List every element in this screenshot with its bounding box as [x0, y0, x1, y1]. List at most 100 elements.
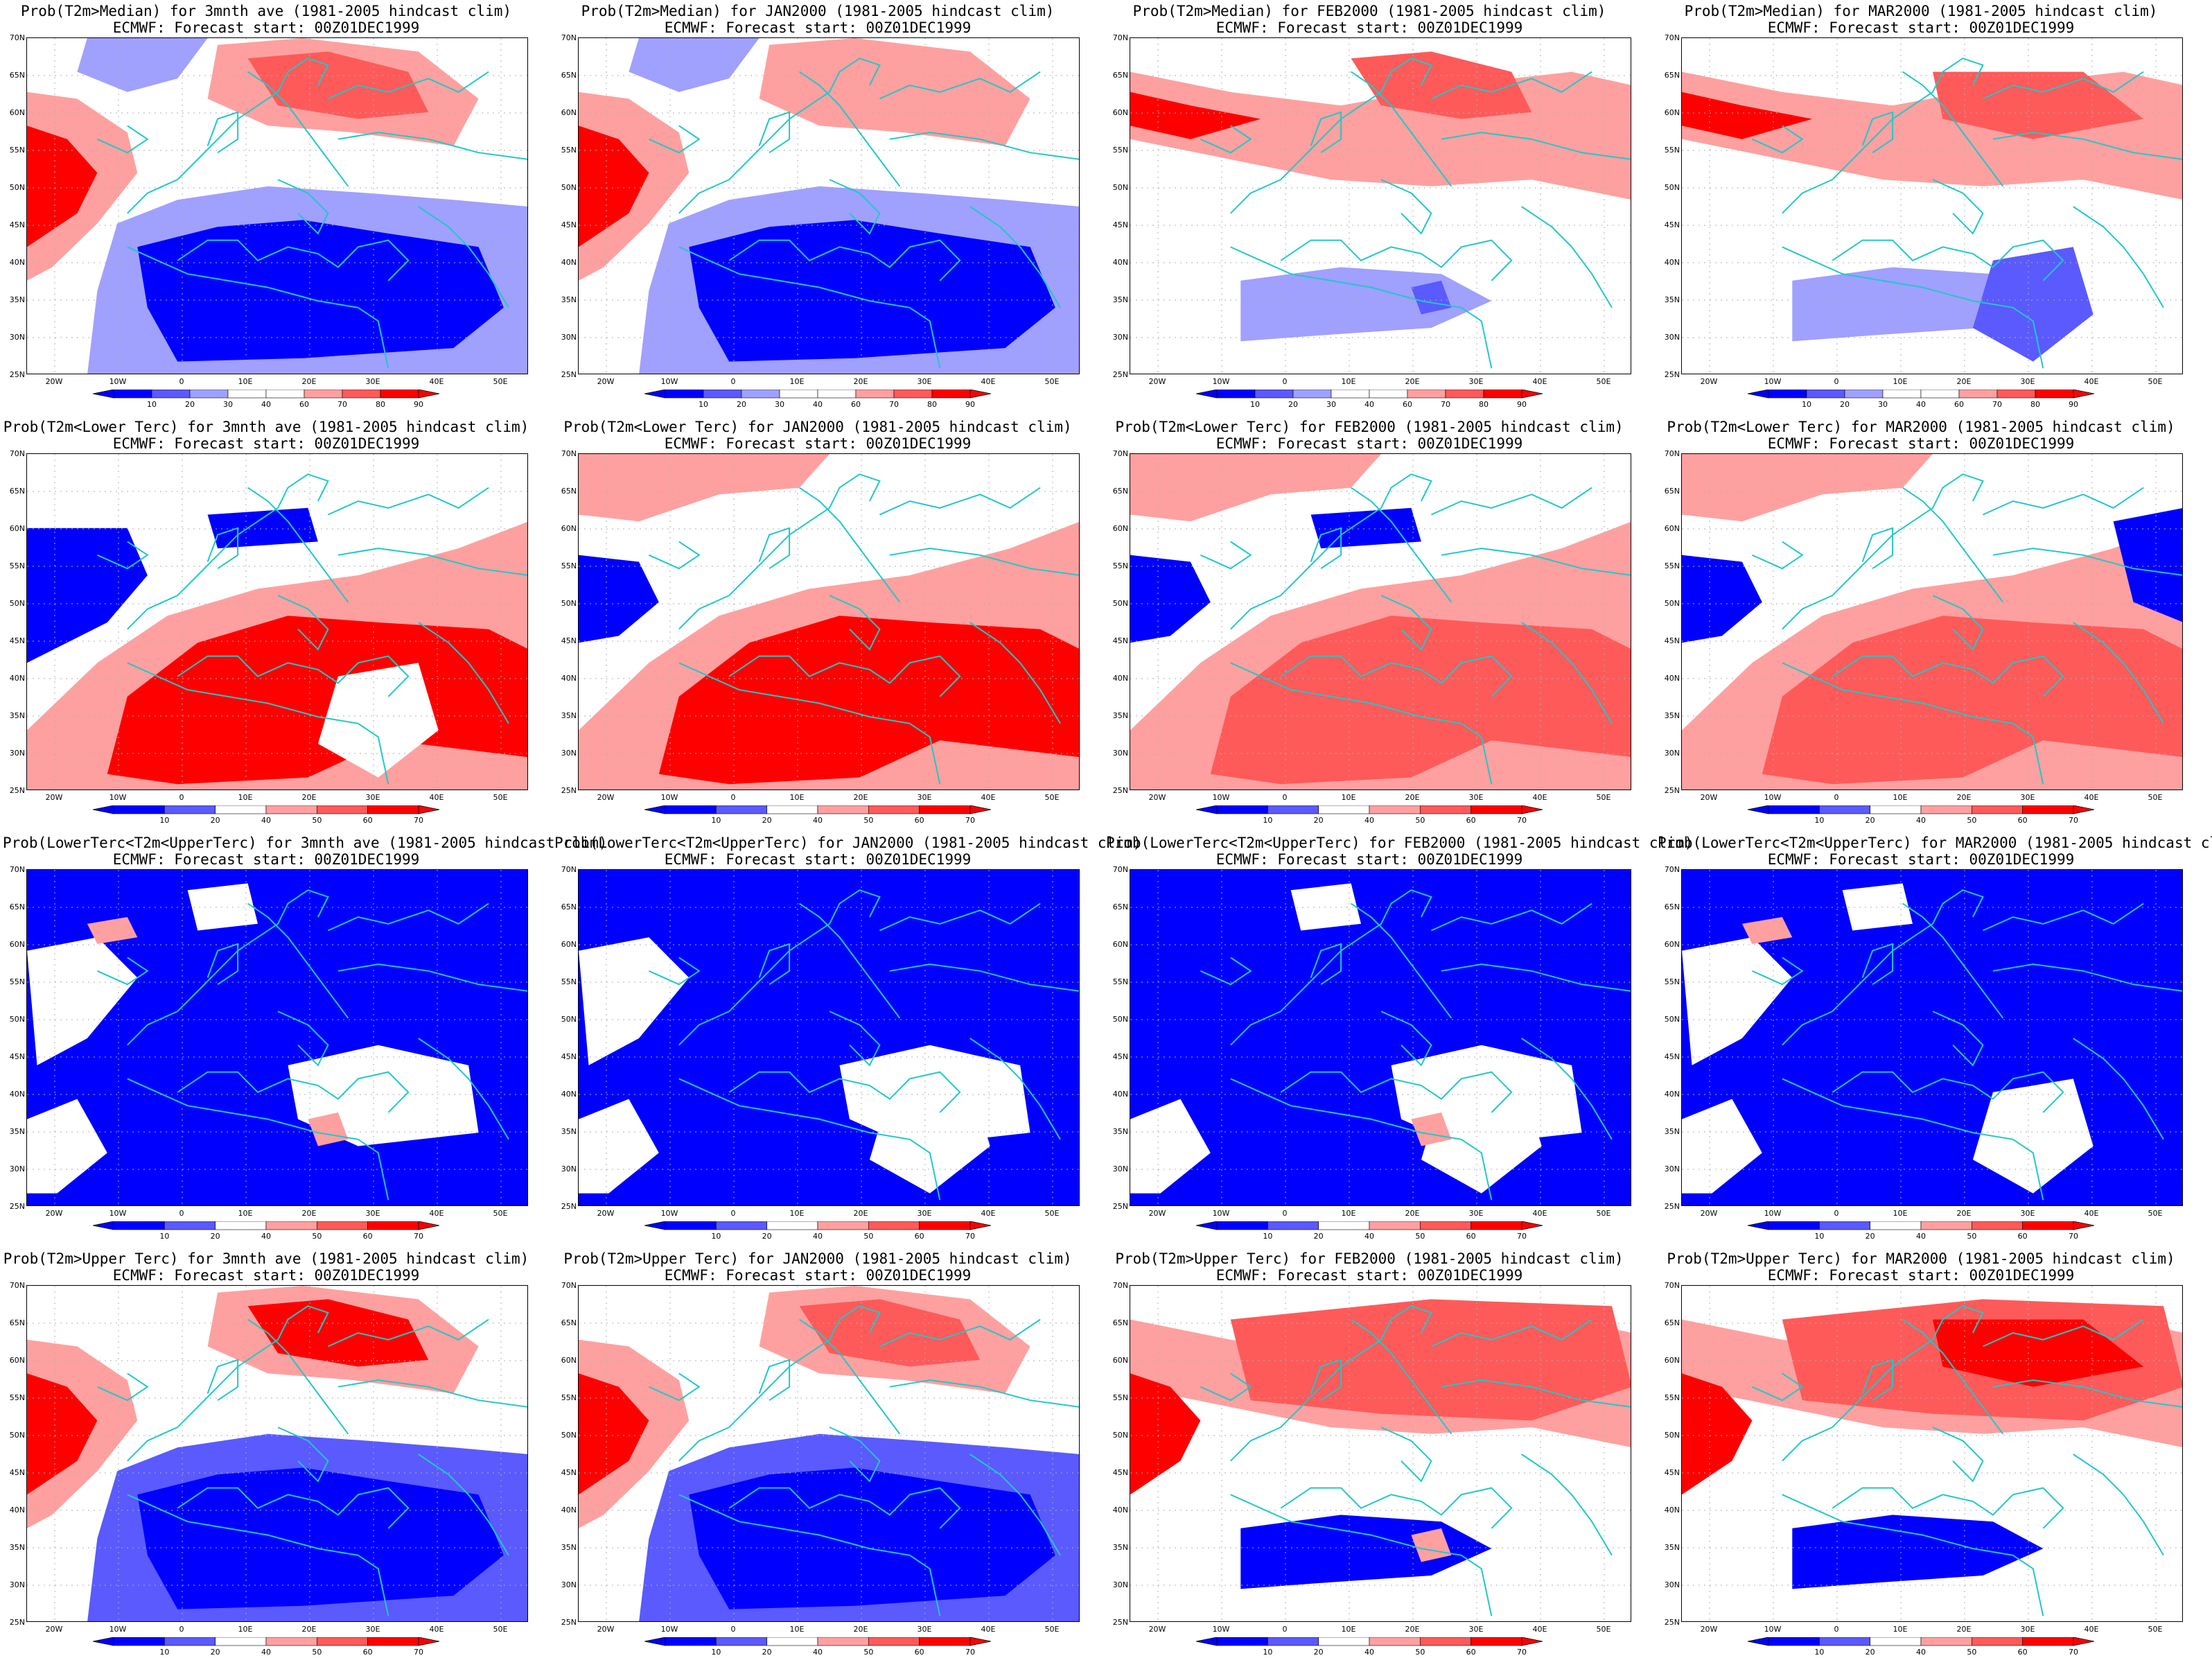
colorbar-segment	[1768, 805, 1820, 814]
lon-tick-label: 30E	[1468, 377, 1484, 386]
lat-tick-label: 35N	[1664, 1127, 1680, 1136]
coastline	[127, 1305, 329, 1462]
coastline	[1230, 662, 1493, 785]
coastline	[879, 487, 1041, 516]
probability-map	[1130, 37, 1631, 374]
colorbar-label: 70	[2069, 1232, 2078, 1241]
colorbar-segment	[1844, 390, 1884, 399]
colorbar-segment	[665, 1221, 717, 1230]
colorbar-arrow-left	[1748, 1221, 1769, 1230]
forecast-panel: Prob(LowerTerc<T2m<UpperTerc) for MAR200…	[1658, 835, 2212, 1241]
colorbar-label: 10	[1263, 816, 1273, 825]
coastline	[2073, 206, 2164, 308]
lon-tick-label: 10W	[660, 793, 678, 802]
lon-tick-label: 40E	[981, 1625, 996, 1634]
coastline	[1982, 487, 2144, 516]
map-svg	[1682, 1286, 2182, 1621]
coastline	[277, 179, 329, 235]
colorbar-segment	[1471, 805, 1522, 814]
coastline	[327, 487, 489, 516]
colorbar-segment	[919, 1221, 971, 1230]
lon-tick-label: 20E	[301, 793, 317, 802]
colorbar-label: 40	[1364, 1648, 1374, 1657]
colorbar-segment	[151, 390, 191, 399]
probability-region	[1682, 1373, 1753, 1495]
lat-tick-label: 30N	[561, 1580, 577, 1589]
coastline	[969, 622, 1061, 724]
colorbar: 10 20 40 50 60 70	[1196, 805, 1543, 825]
lon-tick-label: 50E	[493, 377, 508, 386]
panel-subtitle: ECMWF: Forecast start: 00Z01DEC1999	[112, 851, 420, 868]
coastline	[648, 125, 701, 154]
colorbar-arrow-left	[1748, 390, 1769, 399]
probability-region	[1290, 883, 1361, 931]
panel-title: Prob(T2m>Median) for JAN2000 (1981-2005 …	[581, 3, 1055, 19]
lon-tick-label: 0	[1282, 1625, 1288, 1634]
lat-tick-label: 35N	[1112, 295, 1128, 304]
coastline	[1782, 1305, 1984, 1462]
lon-tick-label: 10E	[1341, 793, 1356, 802]
colorbar: 10 20 40 50 60 70	[1196, 1637, 1543, 1657]
lon-tick-label: 20E	[301, 1625, 317, 1634]
coastline	[799, 1318, 901, 1435]
lon-tick-label: 40E	[2084, 1209, 2099, 1218]
colorbar-segment	[893, 390, 933, 399]
colorbar-label: 10	[147, 400, 157, 409]
colorbar-svg	[1748, 1221, 2094, 1230]
colorbar-label: 50	[863, 816, 874, 825]
colorbar-segment	[215, 1221, 267, 1230]
colorbar-label: 20	[1840, 400, 1850, 409]
colorbar-segment	[1972, 1221, 2023, 1230]
forecast-panel: Prob(T2m<Lower Terc) for MAR2000 (1981-2…	[1658, 419, 2184, 825]
colorbar-label: 20	[1313, 816, 1324, 825]
coastline	[1230, 473, 1432, 630]
coastline	[758, 111, 791, 154]
coastline	[678, 58, 881, 214]
map-svg	[1130, 454, 1631, 789]
lat-tick-label: 70N	[9, 1281, 25, 1290]
lon-tick-label: 40E	[981, 377, 996, 386]
forecast-panel: Prob(T2m<Lower Terc) for FEB2000 (1981-2…	[1106, 419, 1633, 825]
panel-title: Prob(T2m<Lower Terc) for JAN2000 (1981-2…	[563, 419, 1072, 435]
colorbar-label: 20	[210, 1648, 220, 1657]
probability-region	[1130, 91, 1261, 139]
lat-tick-label: 35N	[561, 1543, 577, 1552]
lon-tick-label: 10W	[1764, 1625, 1782, 1634]
lat-tick-label: 45N	[9, 1052, 25, 1061]
lon-tick-label: 20E	[1956, 1625, 1972, 1634]
panel-subtitle: ECMWF: Forecast start: 00Z01DEC1999	[1215, 435, 1523, 452]
coastline	[247, 1318, 349, 1435]
probability-region	[27, 1099, 107, 1194]
lat-tick-label: 50N	[1664, 599, 1680, 608]
colorbar-svg	[1196, 1637, 1543, 1646]
lon-tick-label: 0	[1834, 1209, 1839, 1218]
coastline	[1230, 1078, 1493, 1201]
lat-tick-label: 55N	[1112, 977, 1128, 986]
lat-tick-label: 55N	[9, 977, 25, 986]
probability-region	[1310, 507, 1421, 549]
colorbar-svg	[93, 805, 439, 814]
coastline	[418, 1038, 509, 1140]
colorbar-label: 60	[1954, 400, 1964, 409]
colorbar-segment	[1882, 390, 1922, 399]
coastline	[879, 1318, 1041, 1347]
lat-tick-label: 55N	[1112, 561, 1128, 570]
colorbar-segment	[665, 805, 717, 814]
colorbar-segment	[665, 1637, 717, 1646]
panel-subtitle: ECMWF: Forecast start: 00Z01DEC1999	[1767, 851, 2075, 868]
lon-tick-label: 40E	[429, 1209, 444, 1218]
coastline	[96, 1372, 149, 1402]
coastline	[889, 132, 1079, 160]
lat-tick-label: 25N	[1664, 370, 1680, 379]
coastline	[1351, 487, 1452, 603]
coastline	[799, 71, 901, 187]
coastline	[1982, 71, 2144, 100]
colorbar-label: 10	[1814, 1232, 1825, 1241]
colorbar-label: 30	[775, 400, 784, 409]
colorbar-segment	[868, 805, 920, 814]
map-svg	[1682, 454, 2182, 789]
colorbar-label: 60	[2017, 1232, 2028, 1241]
lon-tick-label: 30E	[917, 377, 932, 386]
colorbar-segment	[716, 1221, 767, 1230]
colorbar-label: 90	[965, 400, 975, 409]
